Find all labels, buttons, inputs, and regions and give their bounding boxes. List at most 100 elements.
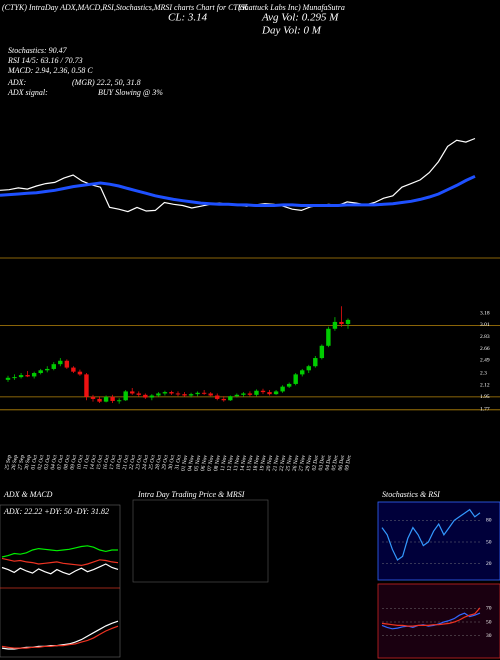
candle-body bbox=[195, 392, 200, 395]
line-series bbox=[1, 545, 118, 558]
y-tick-label: 70 bbox=[486, 606, 492, 612]
x-tick-label: 14 Oct bbox=[89, 454, 98, 470]
x-tick-label: 19 Nov bbox=[259, 454, 268, 471]
x-tick-label: 16 Oct bbox=[102, 454, 111, 470]
line-series bbox=[1, 557, 119, 567]
candle-body bbox=[90, 396, 96, 399]
intraday-panel bbox=[132, 499, 269, 583]
header-adx-signal: ADX signal: bbox=[7, 88, 48, 97]
candle-body bbox=[130, 391, 135, 394]
y-tick-label: 80 bbox=[486, 518, 492, 524]
y-tick-label: 50 bbox=[486, 619, 492, 625]
header-avg-vol: Avg Vol: 0.295 M bbox=[261, 12, 339, 24]
candle-body bbox=[12, 377, 17, 379]
x-tick-label: 18 Oct bbox=[115, 454, 124, 470]
candle-body bbox=[293, 374, 298, 384]
candle-body bbox=[77, 371, 83, 375]
candle-body bbox=[286, 383, 292, 387]
candle-body bbox=[345, 319, 351, 324]
candle-body bbox=[31, 373, 37, 377]
y-tick-label: 1.95 bbox=[480, 394, 490, 400]
x-tick-label: 04 Oct bbox=[50, 454, 59, 470]
y-tick-label: 3.18 bbox=[480, 310, 490, 316]
y-tick-label: 3.01 bbox=[480, 322, 490, 328]
line-series bbox=[381, 612, 481, 630]
x-tick-label: 07 Nov bbox=[207, 454, 216, 471]
y-tick-label: 2.83 bbox=[480, 334, 490, 340]
candle-body bbox=[51, 364, 56, 369]
x-tick-label: 26 Nov bbox=[292, 454, 301, 471]
x-tick-label: 27 Nov bbox=[298, 454, 307, 471]
x-tick-label: 14 Nov bbox=[239, 454, 248, 471]
x-tick-label: 18 Nov bbox=[252, 454, 261, 471]
x-tick-label: 02 Oct bbox=[37, 454, 46, 470]
x-tick-label: 07 Oct bbox=[57, 454, 66, 470]
candle-body bbox=[103, 396, 109, 402]
candle-body bbox=[254, 390, 259, 395]
x-tick-label: 08 Nov bbox=[213, 454, 222, 471]
x-tick-label: 25 Oct bbox=[148, 454, 157, 470]
y-tick-label: 2.3 bbox=[480, 370, 487, 376]
x-tick-label: 23 Oct bbox=[135, 454, 144, 470]
candle-body bbox=[169, 392, 174, 394]
x-tick-label: 05 Dec bbox=[331, 454, 340, 471]
candle-body bbox=[182, 394, 187, 396]
candle-body bbox=[332, 321, 338, 329]
y-tick-label: 20 bbox=[486, 561, 492, 567]
candle-body bbox=[319, 345, 325, 359]
header-company: (Shattuck Labs Inc) MunafaSutra bbox=[238, 3, 345, 12]
x-tick-label: 01 Nov bbox=[181, 454, 190, 471]
x-tick-label: 13 Nov bbox=[233, 454, 242, 471]
rsi-panel bbox=[377, 583, 500, 659]
x-tick-label: 10 Oct bbox=[76, 454, 85, 470]
header-stoch: Stochastics: 90.47 bbox=[8, 46, 68, 55]
line-series bbox=[381, 508, 481, 561]
header-rsi: RSI 14/5: 63.16 / 70.73 bbox=[7, 56, 83, 65]
candle-body bbox=[58, 360, 63, 365]
x-tick-label: 15 Nov bbox=[246, 454, 255, 471]
candle-body bbox=[136, 393, 141, 395]
x-tick-label: 11 Nov bbox=[220, 454, 229, 471]
y-tick-label: 1.77 bbox=[480, 406, 490, 412]
header-signal: BUY Slowing @ 3% bbox=[98, 88, 163, 97]
x-tick-label: 06 Dec bbox=[338, 454, 347, 471]
candle-body bbox=[84, 374, 89, 397]
candle-body bbox=[306, 366, 311, 371]
y-tick-label: 2.49 bbox=[480, 357, 490, 363]
panel-title: Stochastics & RSI bbox=[382, 490, 440, 499]
line-series bbox=[1, 625, 119, 649]
x-tick-label: 04 Dec bbox=[324, 454, 333, 471]
candle-body bbox=[162, 392, 168, 394]
candle-body bbox=[326, 328, 331, 346]
candle-body bbox=[71, 367, 76, 372]
candle-body bbox=[110, 396, 115, 401]
candle-body bbox=[234, 394, 240, 397]
candle-body bbox=[149, 395, 155, 398]
candle-body bbox=[241, 393, 246, 395]
stoch-panel bbox=[377, 501, 500, 581]
panel-values: ADX: 22.22 +DY: 50 -DY: 31.82 bbox=[3, 507, 109, 516]
x-tick-label: 21 Nov bbox=[272, 454, 281, 471]
x-tick-label: 02 Dec bbox=[311, 454, 320, 471]
candle-body bbox=[339, 321, 344, 324]
x-tick-label: 26 Sep bbox=[11, 454, 20, 470]
candle-body bbox=[260, 390, 266, 393]
candle-body bbox=[64, 360, 70, 368]
candle-body bbox=[188, 394, 194, 396]
x-tick-label: 29 Oct bbox=[161, 454, 170, 470]
candle-body bbox=[201, 392, 207, 394]
x-tick-label: 25 Nov bbox=[285, 454, 294, 471]
line-series bbox=[0, 174, 476, 207]
x-tick-label: 27 Sep bbox=[17, 454, 26, 470]
candle-body bbox=[38, 370, 43, 374]
x-tick-label: 09 Oct bbox=[70, 454, 79, 470]
panel-title: Intra Day Trading Price & MRSI bbox=[137, 490, 245, 499]
candle-body bbox=[25, 375, 30, 377]
header-adx: ADX: bbox=[7, 78, 27, 87]
header-title: (CTYK) IntraDay ADX,MACD,RSI,Stochastics… bbox=[2, 3, 248, 12]
y-tick-label: 50 bbox=[486, 539, 492, 545]
x-tick-label: 06 Nov bbox=[200, 454, 209, 471]
candle-body bbox=[273, 391, 279, 395]
x-tick-label: 29 Nov bbox=[305, 454, 314, 471]
